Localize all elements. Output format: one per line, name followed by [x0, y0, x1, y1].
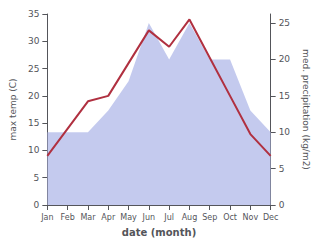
- svg-text:15: 15: [28, 118, 39, 128]
- svg-text:Jun: Jun: [142, 213, 156, 222]
- svg-text:35: 35: [28, 9, 39, 19]
- svg-text:0: 0: [279, 200, 285, 210]
- svg-text:max temp (C): max temp (C): [8, 78, 18, 140]
- svg-text:5: 5: [34, 173, 40, 183]
- svg-text:0: 0: [34, 200, 40, 210]
- svg-text:date (month): date (month): [122, 227, 196, 238]
- svg-text:Feb: Feb: [61, 213, 75, 222]
- svg-text:Nov: Nov: [243, 213, 259, 222]
- svg-text:25: 25: [279, 18, 290, 28]
- svg-text:30: 30: [28, 36, 40, 46]
- svg-text:15: 15: [279, 91, 290, 101]
- svg-text:med. precipitation (kg/m2): med. precipitation (kg/m2): [301, 49, 311, 170]
- svg-text:5: 5: [279, 164, 285, 174]
- svg-text:May: May: [120, 213, 137, 222]
- svg-text:Apr: Apr: [101, 213, 116, 222]
- svg-text:Jan: Jan: [40, 213, 53, 222]
- svg-text:10: 10: [279, 127, 291, 137]
- svg-text:20: 20: [279, 54, 291, 64]
- svg-text:25: 25: [28, 64, 39, 74]
- svg-text:Sep: Sep: [202, 213, 217, 222]
- svg-text:Oct: Oct: [223, 213, 237, 222]
- svg-text:20: 20: [28, 91, 40, 101]
- svg-text:Dec: Dec: [263, 213, 278, 222]
- svg-text:Aug: Aug: [182, 213, 198, 222]
- svg-text:Jul: Jul: [163, 213, 174, 222]
- svg-text:10: 10: [28, 145, 40, 155]
- svg-text:Mar: Mar: [80, 213, 96, 222]
